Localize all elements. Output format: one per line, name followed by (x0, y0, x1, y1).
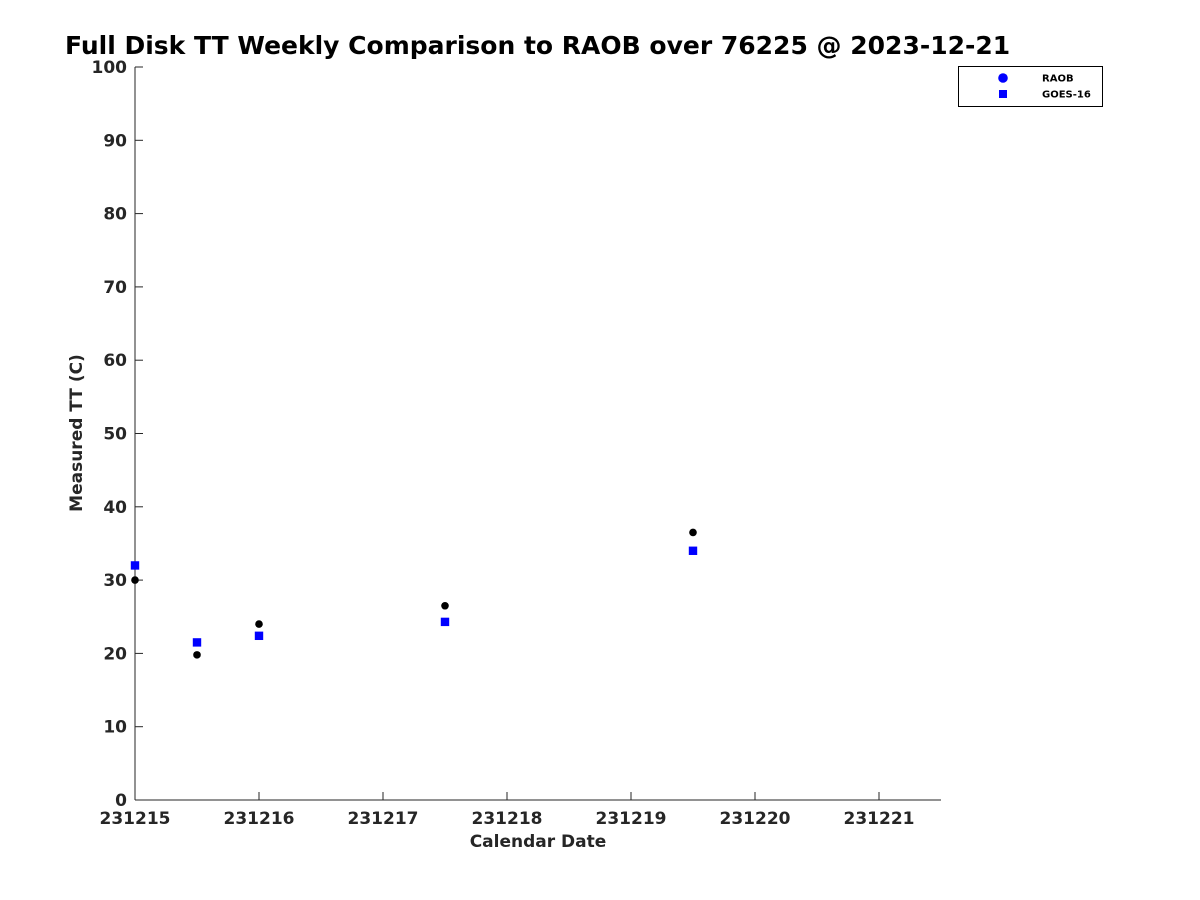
x-tick-label: 231217 (348, 809, 419, 829)
x-tick-label: 231215 (100, 809, 171, 829)
y-tick-label: 20 (103, 644, 127, 664)
raob-point (441, 601, 449, 610)
legend-goes-16-marker (999, 90, 1007, 98)
x-tick-label: 231216 (224, 809, 295, 829)
x-tick-label: 231218 (472, 809, 543, 829)
legend-raob-marker (998, 73, 1008, 83)
y-axis-label: Measured TT (C) (67, 354, 87, 512)
y-tick-label: 70 (103, 278, 127, 298)
data-points (130, 528, 698, 659)
y-tick-label: 30 (103, 571, 127, 591)
x-axis-label: Calendar Date (470, 832, 607, 852)
y-tick-label: 50 (103, 425, 127, 445)
legend-raob-label: RAOB (1042, 74, 1074, 85)
raob-point (689, 528, 697, 537)
y-tick-label: 0 (115, 791, 127, 811)
y-tick-label: 100 (92, 58, 128, 78)
x-axis-ticks: 231215 231216 231217 231218 231219 231220 2312… (100, 792, 915, 829)
x-tick-label: 231219 (596, 809, 667, 829)
raob-point (255, 620, 263, 628)
goes-16-point (254, 631, 264, 641)
x-tick-label: 231220 (720, 809, 791, 829)
legend: RAOB GOES-16 (958, 66, 1103, 107)
y-tick-label: 60 (103, 351, 127, 371)
y-axis-ticks: 0 10 20 30 40 50 60 70 80 90 100 (92, 58, 143, 811)
chart-title: Full Disk TT Weekly Comparison to RAOB o… (65, 31, 1010, 60)
legend-goes-16-label: GOES-16 (1042, 90, 1091, 101)
raob-point (193, 651, 201, 659)
goes-16-point (130, 561, 140, 570)
y-tick-label: 10 (103, 718, 127, 738)
legend-box (958, 66, 1103, 107)
goes-16-point (192, 638, 202, 647)
goes-16-point (440, 617, 450, 627)
y-tick-label: 40 (103, 498, 127, 518)
x-tick-label: 231221 (844, 809, 915, 829)
y-tick-label: 90 (103, 131, 127, 151)
axes (134, 67, 941, 801)
y-tick-label: 80 (103, 205, 127, 225)
goes-16-point (688, 546, 698, 555)
raob-point (131, 576, 139, 584)
